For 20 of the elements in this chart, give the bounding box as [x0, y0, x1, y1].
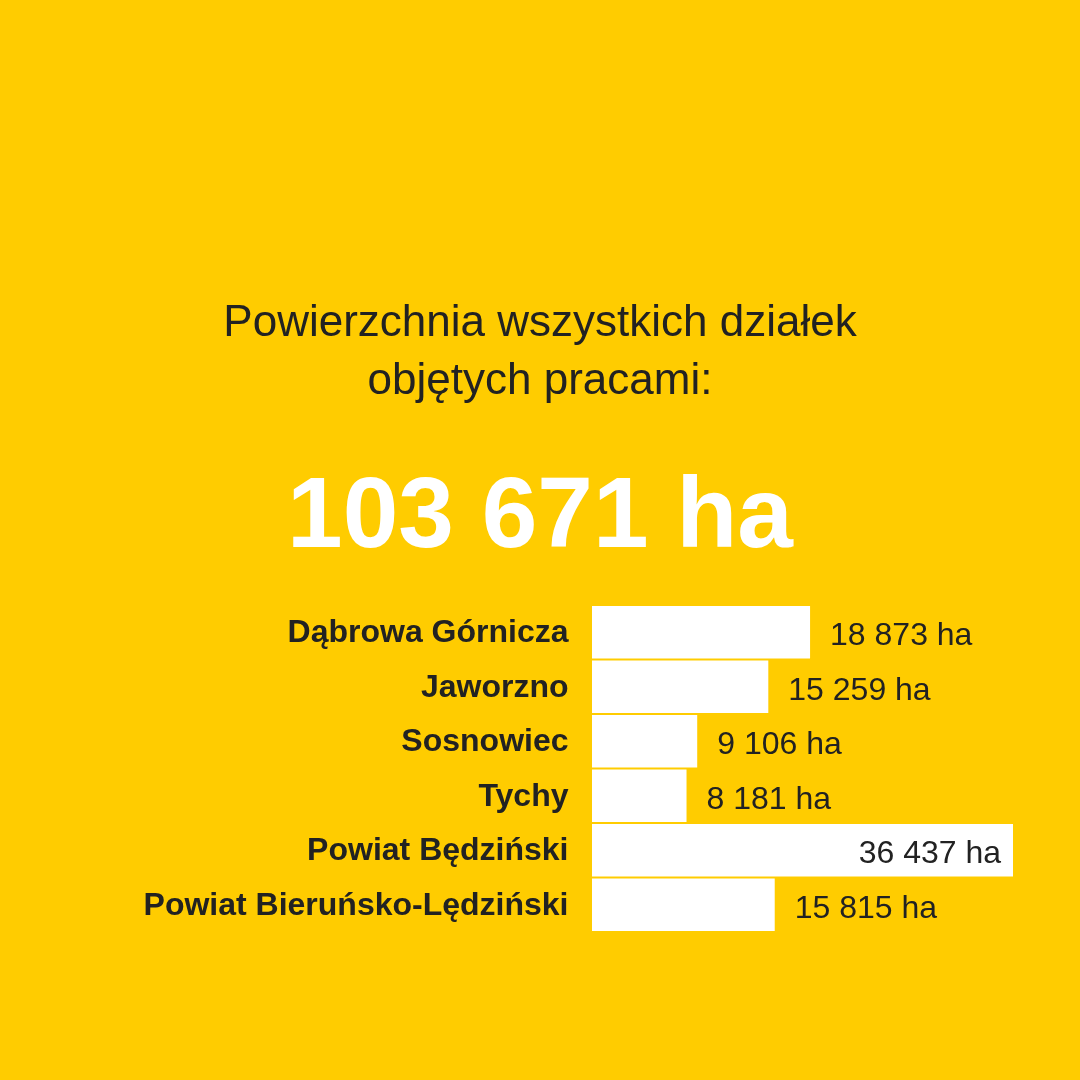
bar	[592, 824, 1013, 877]
data-label: 36 437 ha	[858, 834, 1002, 871]
bar	[592, 769, 687, 822]
bar	[592, 715, 698, 768]
chart-subtitle: 103 671 ha	[286, 455, 795, 570]
data-label: 8 181 ha	[706, 779, 832, 816]
y-tick-label: Sosnowiec	[401, 722, 569, 759]
chart-title: Powierzchnia wszystkich działek objętych pracami:	[222, 295, 858, 405]
y-tick-label: Powiat Bieruńsko-Lędziński	[143, 885, 569, 922]
bar	[592, 878, 775, 931]
y-tick-label: Tychy	[478, 776, 569, 813]
bar	[592, 606, 811, 659]
y-tick-label: Powiat Będziński	[307, 831, 569, 868]
bar	[592, 660, 769, 713]
data-label: 18 873 ha	[830, 616, 973, 653]
data-label: 9 106 ha	[717, 725, 842, 762]
y-tick-label: Jaworzno	[420, 667, 569, 704]
y-tick-label: Dąbrowa Górnicza	[287, 613, 569, 650]
data-label: 15 259 ha	[788, 670, 931, 707]
data-label: 15 815 ha	[794, 888, 938, 925]
